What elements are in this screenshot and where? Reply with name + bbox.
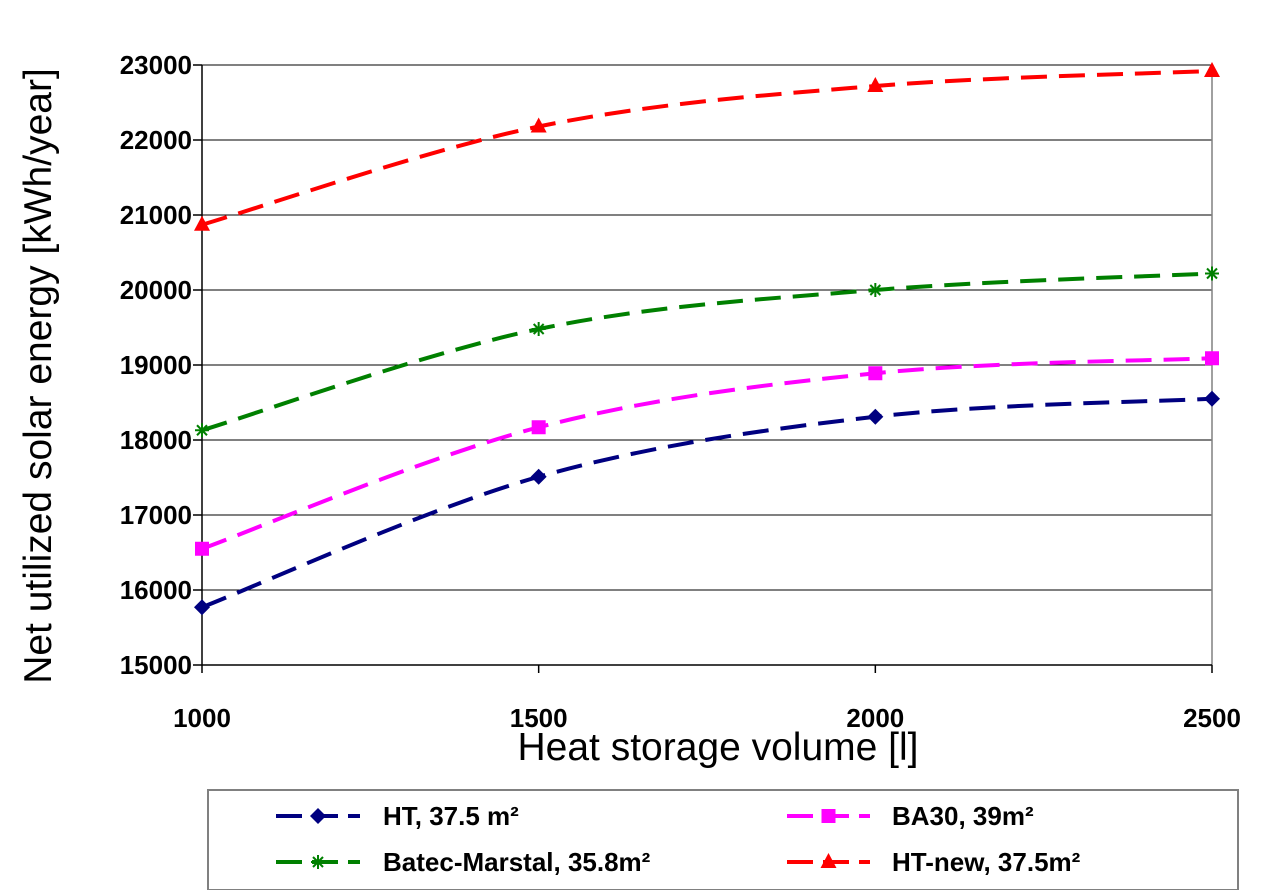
tick-labels: 15000 16000 17000 18000 19000 20000 21000 22000… <box>120 50 1241 733</box>
y-tick-label: 18000 <box>120 425 192 455</box>
series-line-2 <box>201 271 1213 433</box>
data-point-series-2 <box>1205 266 1219 281</box>
x-axis-title: Heat storage volume [l] <box>517 726 918 769</box>
data-point-series-2 <box>531 322 546 336</box>
y-axis-title: Net utilized solar energy [kWh/year] <box>17 68 60 684</box>
y-tick-label: 20000 <box>120 275 192 305</box>
data-point-series-3 <box>194 215 210 231</box>
series-markers <box>194 62 1220 616</box>
legend-marker-swatch <box>820 853 837 868</box>
x-tick-label: 1000 <box>173 703 231 733</box>
legend: HT, 37.5 m² BA30, 39m² Batec-Marstal, 35.8… <box>207 789 1239 891</box>
data-point-series-0 <box>194 599 210 616</box>
data-point-series-3 <box>530 117 547 133</box>
x-tick-label: 2000 <box>846 703 904 733</box>
data-point-series-2 <box>868 283 883 297</box>
series-line-3 <box>201 69 1213 227</box>
data-point-series-1 <box>195 541 209 556</box>
x-tick-label: 1500 <box>510 703 568 733</box>
legend-box <box>207 789 1239 891</box>
legend-marker-swatch <box>310 808 326 824</box>
series-line-0 <box>201 396 1213 610</box>
y-tick-label: 15000 <box>120 650 192 680</box>
legend-marker-swatch <box>311 855 325 869</box>
legend-label: HT, 37.5 m² <box>383 801 519 831</box>
legend-marker-swatch <box>821 809 836 823</box>
data-point-series-3 <box>867 77 884 92</box>
data-point-series-0 <box>867 408 884 425</box>
data-point-series-0 <box>1204 390 1220 407</box>
data-point-series-1 <box>531 420 546 435</box>
data-point-series-1 <box>1205 351 1219 366</box>
y-tick-label: 21000 <box>120 200 192 230</box>
legend-item-1: BA30, 39m² <box>787 801 1034 831</box>
y-tick-label: 16000 <box>120 575 192 605</box>
legend-label: Batec-Marstal, 35.8m² <box>383 847 651 877</box>
data-point-series-3 <box>1204 62 1220 77</box>
legend-item-3: HT-new, 37.5m² <box>787 847 1081 877</box>
x-tick-label: 2500 <box>1183 703 1241 733</box>
legend-items: HT, 37.5 m² BA30, 39m² Batec-Marstal, 35.8… <box>276 801 1081 877</box>
y-tick-label: 17000 <box>120 500 192 530</box>
y-tick-label: 19000 <box>120 350 192 380</box>
gridlines <box>202 64 1212 591</box>
series-line-1 <box>201 356 1213 551</box>
y-tick-label: 23000 <box>120 50 192 80</box>
legend-item-0: HT, 37.5 m² <box>276 801 519 831</box>
legend-label: BA30, 39m² <box>892 801 1034 831</box>
legend-label: HT-new, 37.5m² <box>892 847 1081 877</box>
data-point-series-2 <box>195 423 209 438</box>
legend-item-2: Batec-Marstal, 35.8m² <box>276 847 651 877</box>
series-lines <box>201 69 1213 610</box>
y-tick-label: 22000 <box>120 125 192 155</box>
data-point-series-0 <box>530 468 547 485</box>
data-point-series-1 <box>868 366 883 381</box>
axes <box>193 64 1213 673</box>
